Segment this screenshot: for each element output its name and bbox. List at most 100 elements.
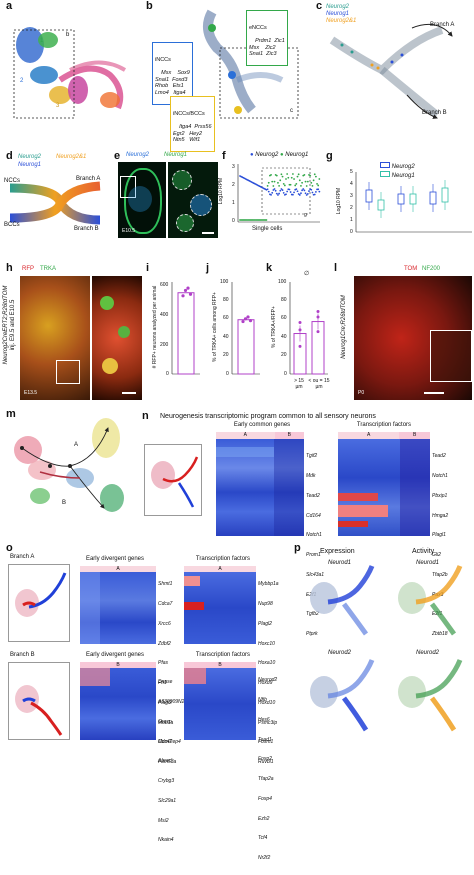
m-branch-a: A (74, 442, 79, 448)
f-point-neurog1 (312, 179, 315, 182)
n-tf-col-a: A (338, 432, 400, 439)
cluster-1-label: 1 (40, 38, 44, 44)
k-point (298, 344, 302, 348)
n-title: Neurogenesis transcriptomic program comm… (160, 413, 376, 420)
n-early-gene-9: Ptprk (306, 631, 318, 638)
g-box (397, 193, 405, 205)
o-b-tf-gene-1: Nfib (258, 696, 267, 703)
panel-l: l TOM NF200 Neurog1Cre;R26tdTOM P0 (332, 262, 474, 402)
e-stage: E10.5 (122, 228, 136, 234)
f-point-neurog2 (282, 191, 285, 194)
h-genotype-vertical: Neurog2CreERT2;R26tdTOM inj. E9.5 and E1… (3, 277, 17, 373)
box-c-label: c (290, 108, 293, 114)
o-b-tf-gene-4: Foxp2 (258, 756, 272, 763)
d-bccs: BCCs (4, 222, 20, 228)
f-box-g-label: g (304, 212, 307, 218)
f-point-neurog2 (295, 188, 298, 191)
f-point-neurog2 (275, 192, 278, 195)
f-point-neurog1 (303, 173, 306, 176)
panel-j: j % of TRKA+ cells among RFP+ 100 80 60 … (206, 262, 262, 390)
f-ytick-2: 2 (232, 182, 235, 188)
f-ytick-0: 0 (232, 218, 235, 224)
o-a-early-title: Early divergent genes (85, 556, 145, 562)
h-micrograph-right (92, 276, 142, 400)
n-early-gene-8: Tgfb2 (306, 611, 319, 618)
f-point-neurog2 (298, 194, 301, 196)
o-b-tf-gene-9: Nr2f2 (258, 855, 271, 862)
j-ytick-3: 60 (223, 315, 229, 321)
panel-n-label: n (142, 410, 149, 422)
f-point-neurog2 (281, 189, 284, 191)
f-ytick-3: 3 (232, 164, 235, 170)
g-ytick-0: 0 (350, 229, 353, 235)
f-point-neurog1 (283, 184, 286, 187)
o-b-early-gene-3: Cdc42ep4 (158, 738, 181, 745)
n-early-col-a: A (216, 432, 275, 439)
i-point (186, 286, 190, 290)
n-early-gene-5: Prom1 (306, 552, 321, 559)
f-point-neurog1 (286, 173, 289, 175)
k-point (316, 309, 320, 313)
j-point (246, 315, 250, 319)
n-early-gene-1: Mdk (306, 472, 316, 479)
d-branch-b: Branch B (74, 226, 99, 232)
o-b-heatmap-tf: B (184, 662, 256, 740)
h-micrograph-left (20, 276, 90, 400)
i-ytick-3: 600 (160, 282, 169, 288)
f-point-neurog1 (289, 183, 292, 186)
g-box (377, 199, 385, 211)
p-neurod1-expression (310, 565, 375, 636)
f-point-neurog1 (278, 184, 280, 187)
panel-g: g Neurog2 Neurog1 Log10 RPM 5 4 3 2 1 0 (326, 150, 474, 240)
l-tom: TOM (404, 266, 418, 272)
inccs-box: iNCCs Msx Sox9 Snai1 Foxd3 Rhob Ets1 Lmo… (152, 42, 193, 105)
o-b-heatmap-early: B (80, 662, 156, 740)
o-b-early-gene-7: Msi2 (158, 817, 169, 824)
f-point-neurog1 (306, 180, 309, 183)
o-a-early-gene-1: Cdca7 (158, 600, 173, 607)
j-bar-chart (231, 282, 260, 375)
f-point-neurog2 (317, 188, 320, 191)
g-ytick-4: 4 (350, 181, 353, 187)
f-point-neurog2 (270, 193, 272, 196)
panel-b: b eNCCs Prdm1 Zic1 Msx Zic2 Snai1 Zic3 i… (142, 0, 310, 152)
panel-p: p Expression Activity Neurod1 Neurod1 Ne… (294, 542, 474, 745)
o-b-early-gene-5: Crybg3 (158, 778, 175, 785)
j-ytick-0: 0 (226, 371, 229, 377)
panel-o: o Branch A Early divergent genes A Shmt1… (0, 542, 292, 861)
f-xlabel: Single cells (252, 226, 283, 232)
panel-e: e Neurog2 Neurog1 E10.5 (114, 150, 222, 240)
branch-schematic (9, 181, 101, 225)
o-branch-b-label: Branch B (10, 652, 35, 658)
n-heatmap-early: A B (216, 432, 304, 536)
n-heatmap-tf: A B (338, 432, 430, 536)
g-box (441, 187, 449, 203)
f-point-neurog2 (310, 188, 313, 191)
e-neurog1: Neurog1 (164, 152, 188, 158)
inccs-genes: Msx Sox9 Snai1 Foxd3 Rhob Ets1 Lmo4 Itga… (155, 70, 190, 96)
panel-a-label: a (6, 0, 13, 12)
o-b-early-col: B (80, 662, 156, 668)
n-tf-gene-3: Hmga2 (432, 512, 449, 519)
n-tf-gene-9: Zbtb18 (432, 631, 448, 638)
n-early-gene-0: Tgif2 (306, 453, 318, 460)
g-legend: Neurog2 Neurog1 (380, 162, 415, 180)
enccs-title: eNCCs (249, 25, 267, 31)
i-bar-chart (171, 282, 200, 375)
legend-neurog1: Neurog1 (326, 11, 350, 17)
i-point (188, 292, 193, 296)
k-bar-chart (289, 282, 328, 375)
f-point-neurog2 (293, 191, 295, 194)
o-b-tf-gene-2: Hes6 (258, 716, 270, 723)
o-b-tf-gene-6: Foxp4 (258, 795, 272, 802)
panel-n: n Neurogenesis transcriptomic program co… (142, 410, 474, 637)
f-point-neurog2 (280, 188, 283, 190)
i-point (181, 294, 185, 298)
o-a-tf-gene-0: Mybbp1a (258, 581, 279, 588)
i-point (183, 288, 188, 293)
l-stage: P0 (358, 390, 365, 396)
f-point-neurog2 (267, 190, 270, 193)
f-point-neurog1 (296, 175, 299, 178)
f-point-neurog2 (296, 190, 299, 193)
panel-a: a 1 2 3 b (0, 0, 140, 130)
